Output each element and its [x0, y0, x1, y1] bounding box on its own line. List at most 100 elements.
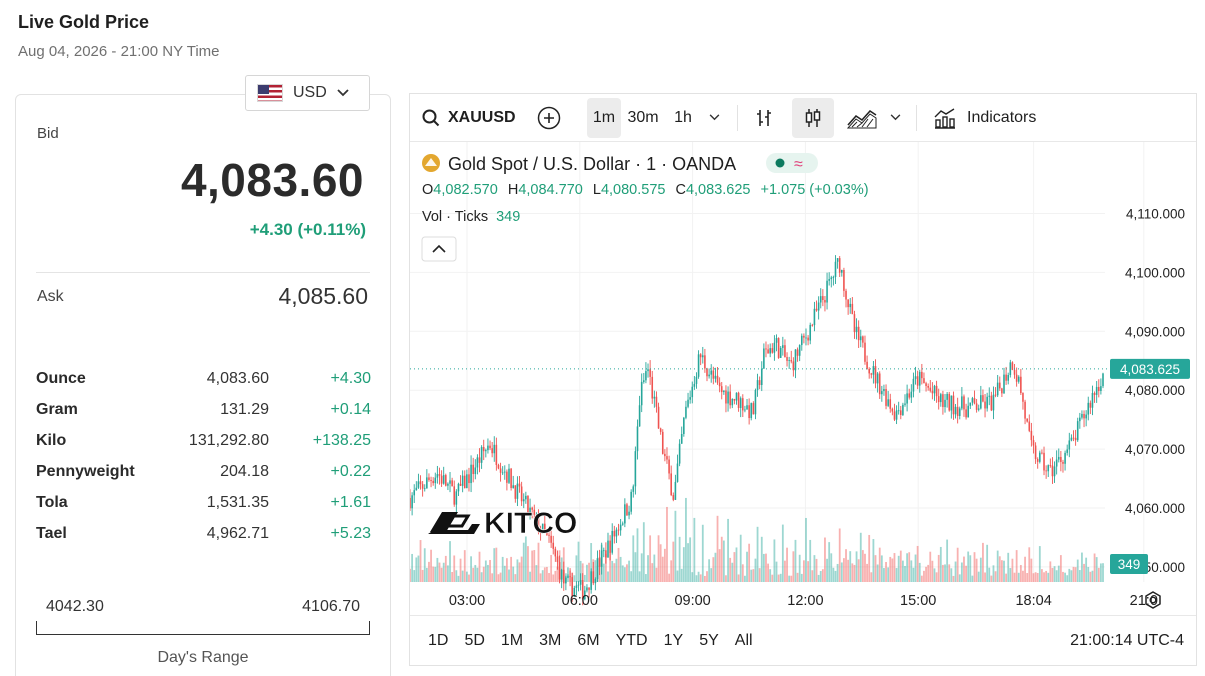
volume-bar [948, 564, 951, 582]
volume-bar [468, 574, 470, 582]
divider [36, 272, 370, 273]
volume-bar [449, 541, 451, 582]
interval-dropdown[interactable] [701, 98, 727, 138]
volume-bar [880, 555, 883, 582]
candle-body [1036, 459, 1039, 462]
chevron-down-icon [709, 114, 719, 121]
candle-body [921, 371, 923, 379]
candle-body [803, 335, 805, 338]
volume-bar [636, 528, 639, 582]
volume-bar [767, 563, 769, 582]
currency-select[interactable]: USD [245, 75, 370, 111]
candle-body [626, 504, 628, 516]
unit-change: +4.30 [330, 369, 371, 387]
candle-body [710, 370, 713, 375]
candle-body [946, 393, 948, 400]
indicators-icon [934, 107, 955, 129]
volume-bar [746, 551, 748, 582]
symbol-search[interactable]: XAUUSD [410, 98, 525, 138]
volume-bar [952, 575, 955, 582]
collapse-legend-button[interactable] [421, 236, 457, 262]
interval-1h[interactable]: 1h [665, 98, 701, 138]
candle-body [499, 468, 502, 473]
last-price-label: 4,083.625 [1120, 362, 1180, 377]
delayed-icon: ≈ [794, 156, 803, 173]
candle-body [817, 302, 820, 311]
interval-1m[interactable]: 1m [587, 97, 621, 138]
indicators-button[interactable]: Indicators [923, 98, 1046, 138]
candle-body [600, 550, 603, 567]
candle-body [809, 324, 812, 341]
chart-style-dropdown[interactable] [884, 98, 906, 138]
range-1m[interactable]: 1M [493, 626, 531, 656]
unit-name: Tael [36, 524, 67, 542]
range-5d[interactable]: 5D [456, 626, 492, 656]
volume-bar [1078, 570, 1081, 582]
volume-bar [979, 557, 982, 582]
volume-bar [472, 567, 475, 582]
volume-bar [463, 550, 466, 582]
candle-body [624, 504, 626, 524]
volume-bar [939, 546, 942, 582]
candle-body [619, 524, 622, 531]
volume-bar [904, 565, 906, 582]
candle-body [459, 483, 462, 486]
candle-body [432, 480, 434, 484]
candle-body [813, 308, 816, 326]
market-status-badge[interactable] [766, 153, 818, 173]
currency-label: USD [293, 84, 327, 101]
candle-body [845, 290, 847, 300]
candle-body [1013, 369, 1016, 375]
candle-body [428, 477, 430, 480]
candle-body [727, 391, 729, 404]
unit-value: 131.29 [220, 400, 269, 418]
candle-body [971, 398, 974, 403]
candle-body [931, 390, 934, 394]
volume-bar [423, 548, 426, 582]
y-tick-label: 4,090.000 [1125, 324, 1185, 339]
candle-body [897, 410, 900, 412]
compare-button[interactable] [525, 98, 573, 138]
range-all[interactable]: All [727, 626, 761, 656]
candle-body [815, 308, 818, 311]
candle-body [493, 444, 496, 454]
range-label: All [734, 631, 753, 649]
volume-bar [935, 572, 938, 582]
volume-bar [487, 564, 489, 582]
range-ytd[interactable]: YTD [608, 626, 656, 656]
unit-name: Pennyweight [36, 462, 135, 480]
range-1d[interactable]: 1D [420, 626, 456, 656]
volume-bar [706, 571, 708, 582]
range-bar-bottom: 1D 5D 1M 3M 6M YTD 1Y 5Y All 21:00:14 UT… [410, 615, 1196, 665]
candle-body [708, 374, 710, 377]
volume-bar [973, 552, 976, 582]
volume-bar [960, 562, 963, 582]
range-1y[interactable]: 1Y [656, 626, 692, 656]
range-6m[interactable]: 6M [569, 626, 607, 656]
candle-body [733, 398, 736, 401]
settings-icon[interactable] [1145, 591, 1161, 609]
candle-body [609, 540, 611, 553]
candle-body [961, 396, 963, 409]
range-5y[interactable]: 5Y [691, 626, 727, 656]
low-label: L [593, 182, 601, 198]
candle-body [1034, 445, 1037, 460]
volume-bar [944, 564, 946, 582]
candle-body [529, 507, 531, 513]
interval-30m[interactable]: 30m [621, 98, 665, 138]
candle-body [807, 337, 809, 341]
area-style-button[interactable] [840, 98, 884, 138]
candle-body [541, 523, 544, 533]
candle-body [800, 335, 803, 346]
price-chart[interactable]: KITCO Gold Spot / U.S. Dollar · 1 · OAND… [410, 142, 1197, 617]
candle-body [611, 530, 614, 553]
bars-style-button[interactable] [742, 98, 786, 138]
range-3m[interactable]: 3M [531, 626, 569, 656]
volume-bar [809, 539, 812, 582]
candle-body [878, 373, 881, 395]
volume-bar [920, 575, 923, 582]
candle-body [706, 368, 708, 377]
clock[interactable]: 21:00:14 UTC-4 [1070, 631, 1184, 649]
candles-style-button[interactable] [792, 97, 834, 138]
volume-bar [484, 560, 487, 582]
